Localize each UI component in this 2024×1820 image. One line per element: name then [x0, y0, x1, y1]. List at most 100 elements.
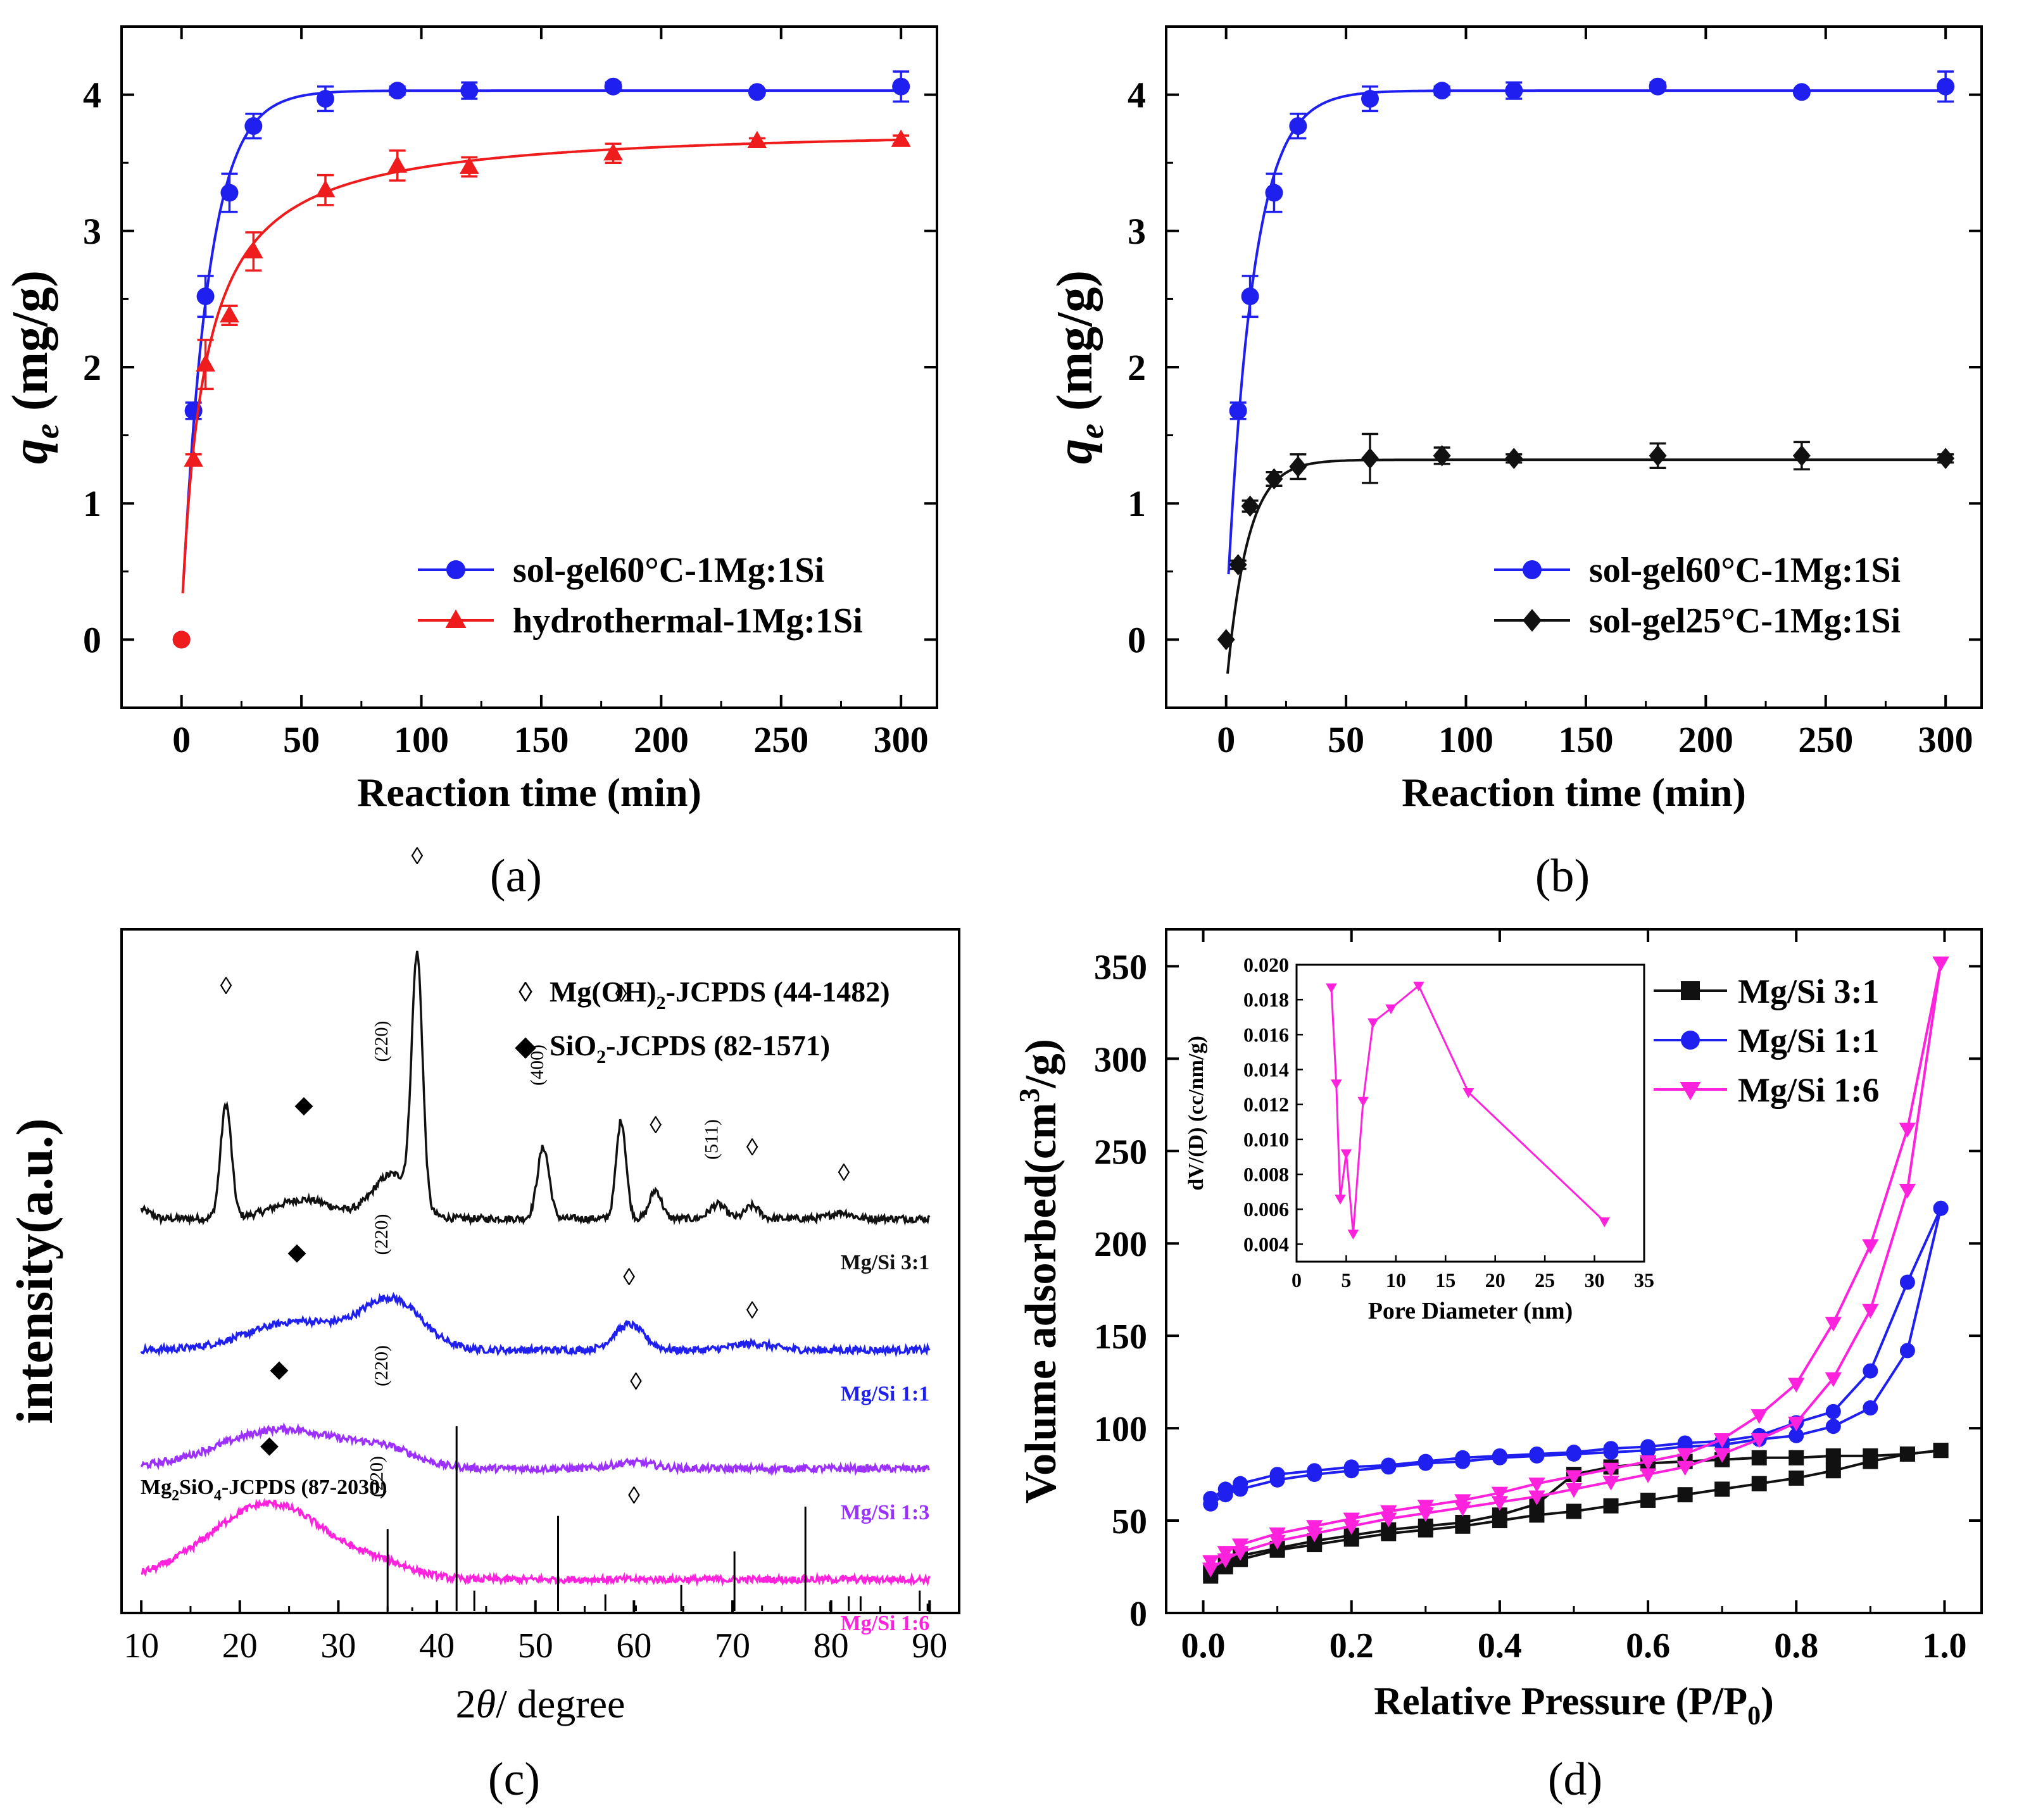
y-axis-label: qe (mg/g): [3, 270, 66, 464]
x-tick-label: 150: [1558, 719, 1613, 760]
inset-y-tick-label: 0.008: [1243, 1163, 1289, 1186]
x-tick-label: 250: [753, 719, 808, 760]
inset-psd-point: [1357, 1096, 1369, 1107]
caption-a: (a): [490, 850, 542, 902]
panel-a: 0 50 100 150 200 250 300 0 1 2 3 4 Reaction time (mi…: [3, 25, 938, 815]
y-tick-label: 350: [1094, 948, 1147, 987]
y-axis-label-unit: (mg/g): [3, 270, 58, 424]
peak-index-label: (220): [371, 1021, 392, 1062]
desorption-branch: [1210, 1449, 1941, 1574]
sio2-marker: ◆: [270, 1356, 289, 1383]
adsorption-point: [1825, 1463, 1841, 1479]
y-tick-label: 0: [83, 619, 101, 660]
caption-c: (c): [488, 1754, 540, 1805]
xrd-pattern-2: Mg/Si 1:3 ◆ (220) ◊: [140, 1345, 930, 1524]
x-tick-label: 60: [616, 1626, 651, 1666]
ref-label-sub: 2: [172, 1488, 179, 1504]
inset-y-tick-label: 0.004: [1243, 1233, 1289, 1255]
desorption-point: [1640, 1439, 1656, 1455]
data-point: [459, 156, 479, 174]
x-tick-label: 250: [1798, 719, 1853, 760]
adsorption-point: [1862, 1303, 1879, 1319]
x-tick-label: 80: [814, 1626, 849, 1666]
desorption-point: [1529, 1446, 1545, 1462]
legend: Mg/Si 3:1 Mg/Si 1:1 Mg/Si 1:6: [1654, 972, 1880, 1109]
x-tick-label: 0: [1217, 719, 1235, 760]
panel-d: 0.0 0.2 0.4 0.6 0.8 1.0050100150200250300350R…: [1013, 928, 1983, 1731]
y-tick-label: 3: [1128, 211, 1146, 252]
data-point: [1289, 456, 1307, 477]
x-axis-label-theta: θ: [476, 1681, 496, 1726]
data-point: [1229, 401, 1247, 420]
data-point: [1241, 495, 1259, 517]
desorption-point: [1455, 1514, 1471, 1530]
adsorption-point: [1565, 1483, 1583, 1498]
mgoh2-marker: ◊: [838, 1160, 850, 1186]
x-tick-label: 20: [222, 1626, 258, 1666]
legend-marker: [1681, 1031, 1700, 1050]
desorption-point: [1343, 1512, 1360, 1528]
x-axis-label: 2θ/ degree: [456, 1681, 625, 1726]
desorption-branch: [1210, 1207, 1942, 1500]
desorption-point: [1455, 1450, 1471, 1465]
y-tick-label: 3: [83, 211, 101, 252]
fit-curve: [1227, 89, 1946, 575]
mgoh2-marker: ◊: [746, 1134, 758, 1161]
desorption-point: [1491, 1486, 1509, 1502]
isotherm-0: [1203, 1443, 1949, 1584]
fit-curve: [181, 138, 902, 594]
caption-d: (d): [1548, 1754, 1602, 1805]
panel-b: 0 50 100 150 200 250 300 0 1 2 3 4 Reaction time (mi…: [1047, 25, 1983, 815]
x-axis-label: Reaction time (min): [1402, 770, 1746, 815]
xrd-trace: [140, 1422, 930, 1476]
adsorption-point: [1825, 1419, 1841, 1434]
adsorption-point: [1566, 1503, 1581, 1519]
data-point: [196, 354, 215, 372]
inset-psd-point: [1335, 1195, 1346, 1205]
inset-y-tick-label: 0.012: [1243, 1093, 1289, 1116]
xrd-pattern-0: Mg/Si 3:1 ◊ ◆ (220) ◊ (400) ◊ ◊ (511) ◊ ◊: [140, 843, 931, 1274]
adsorption-point: [1528, 1490, 1545, 1505]
inset-psd-point: [1367, 1018, 1379, 1029]
mgoh2-marker: ◊: [220, 973, 232, 1000]
y-axis-label-sub: e: [28, 424, 66, 439]
ref-label-mg: Mg: [141, 1476, 172, 1499]
x-tick-label: 50: [283, 719, 320, 760]
reference-pattern: [239, 1426, 929, 1611]
desorption-point: [1863, 1363, 1878, 1379]
desorption-point: [1676, 1448, 1694, 1463]
data-point: [1289, 117, 1307, 135]
y-axis-label-q: q: [3, 439, 58, 464]
y-axis-label-sub: e: [1072, 424, 1110, 439]
desorption-point: [1231, 1538, 1249, 1553]
y-tick-label: 4: [1128, 75, 1146, 116]
xrd-sample-label: Mg/Si 1:1: [841, 1383, 930, 1406]
data-point: [184, 449, 204, 467]
desorption-point: [1825, 1317, 1842, 1332]
legend-mgoh2-symbol: ◊: [519, 977, 532, 1008]
data-point: [387, 155, 408, 173]
desorption-point: [1713, 1433, 1731, 1448]
legend-label: SiO2-JCPDS (82-1571): [550, 1029, 830, 1067]
desorption-point: [1492, 1448, 1507, 1464]
data-point: [220, 305, 239, 323]
y-tick-label: 200: [1094, 1225, 1147, 1264]
x-tick-label: 0.2: [1329, 1626, 1374, 1666]
data-point: [172, 631, 191, 649]
legend: sol-gel60°C-1Mg:1Si hydrothermal-1Mg:1Si: [418, 551, 863, 641]
x-tick-label: 0.8: [1774, 1626, 1818, 1666]
adsorption-point: [1713, 1448, 1731, 1463]
data-point: [315, 180, 336, 198]
adsorption-point: [1677, 1487, 1693, 1503]
y-axis-label: Volume adsorbed(cm3/g): [1013, 1039, 1065, 1503]
y-tick-label: 2: [83, 347, 101, 388]
inset-x-axis-label: Pore Diameter (nm): [1368, 1298, 1573, 1324]
data-point: [1792, 445, 1811, 467]
desorption-point: [1202, 1555, 1219, 1571]
data-point: [892, 77, 910, 96]
desorption-point: [1565, 1470, 1583, 1485]
x-axis-label-end: ): [1761, 1680, 1774, 1723]
desorption-point: [1751, 1450, 1767, 1465]
adsorption-point: [1788, 1470, 1804, 1486]
